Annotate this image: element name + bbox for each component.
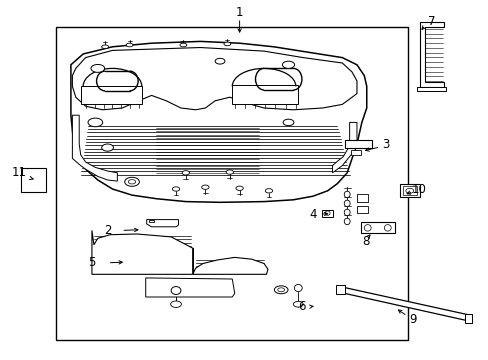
Ellipse shape	[182, 171, 189, 175]
Polygon shape	[344, 140, 371, 148]
Polygon shape	[402, 186, 416, 195]
Ellipse shape	[224, 42, 230, 46]
Polygon shape	[321, 210, 333, 217]
Ellipse shape	[124, 177, 139, 186]
Text: 4: 4	[308, 208, 316, 221]
Polygon shape	[71, 41, 366, 202]
Ellipse shape	[344, 191, 349, 198]
Text: 5: 5	[88, 256, 96, 269]
Polygon shape	[146, 220, 178, 227]
Ellipse shape	[170, 301, 181, 307]
Ellipse shape	[128, 180, 136, 184]
Polygon shape	[149, 220, 154, 222]
Ellipse shape	[180, 43, 186, 47]
Polygon shape	[72, 48, 356, 110]
Polygon shape	[72, 115, 117, 181]
Ellipse shape	[201, 185, 208, 189]
Ellipse shape	[364, 225, 370, 231]
Ellipse shape	[274, 286, 287, 294]
FancyBboxPatch shape	[356, 194, 367, 202]
Polygon shape	[399, 184, 419, 197]
Ellipse shape	[282, 61, 294, 68]
Bar	[56, 27, 407, 340]
Text: 2: 2	[103, 224, 111, 237]
Ellipse shape	[344, 200, 349, 207]
Ellipse shape	[88, 118, 102, 127]
Text: 7: 7	[427, 15, 434, 28]
Ellipse shape	[294, 284, 302, 292]
Ellipse shape	[283, 119, 293, 126]
Text: 9: 9	[408, 313, 416, 326]
Polygon shape	[232, 85, 298, 104]
Polygon shape	[145, 278, 234, 297]
Polygon shape	[464, 314, 471, 323]
Ellipse shape	[126, 43, 133, 47]
Polygon shape	[350, 150, 360, 155]
Ellipse shape	[91, 64, 104, 72]
Ellipse shape	[344, 218, 349, 225]
Polygon shape	[338, 286, 468, 321]
Polygon shape	[92, 230, 193, 274]
Polygon shape	[336, 285, 344, 294]
Ellipse shape	[215, 58, 224, 64]
Ellipse shape	[102, 45, 108, 49]
Polygon shape	[416, 87, 446, 91]
Text: 1: 1	[235, 6, 243, 19]
Polygon shape	[419, 22, 443, 87]
Text: 8: 8	[361, 235, 369, 248]
Ellipse shape	[325, 211, 329, 215]
Polygon shape	[332, 122, 356, 173]
Ellipse shape	[225, 170, 233, 174]
Ellipse shape	[384, 225, 390, 231]
Text: 10: 10	[411, 183, 426, 195]
FancyBboxPatch shape	[356, 206, 367, 213]
Ellipse shape	[293, 301, 303, 307]
Ellipse shape	[171, 287, 181, 294]
Ellipse shape	[102, 144, 113, 151]
Polygon shape	[81, 86, 142, 104]
Ellipse shape	[235, 186, 243, 190]
Polygon shape	[360, 222, 394, 233]
Polygon shape	[193, 248, 267, 274]
Text: 11: 11	[12, 166, 27, 179]
Ellipse shape	[172, 187, 180, 191]
Ellipse shape	[264, 189, 272, 193]
FancyBboxPatch shape	[20, 168, 46, 192]
Text: 3: 3	[382, 138, 389, 150]
Ellipse shape	[405, 188, 413, 193]
Ellipse shape	[277, 288, 284, 292]
Ellipse shape	[344, 209, 349, 216]
Text: 6: 6	[298, 300, 305, 313]
